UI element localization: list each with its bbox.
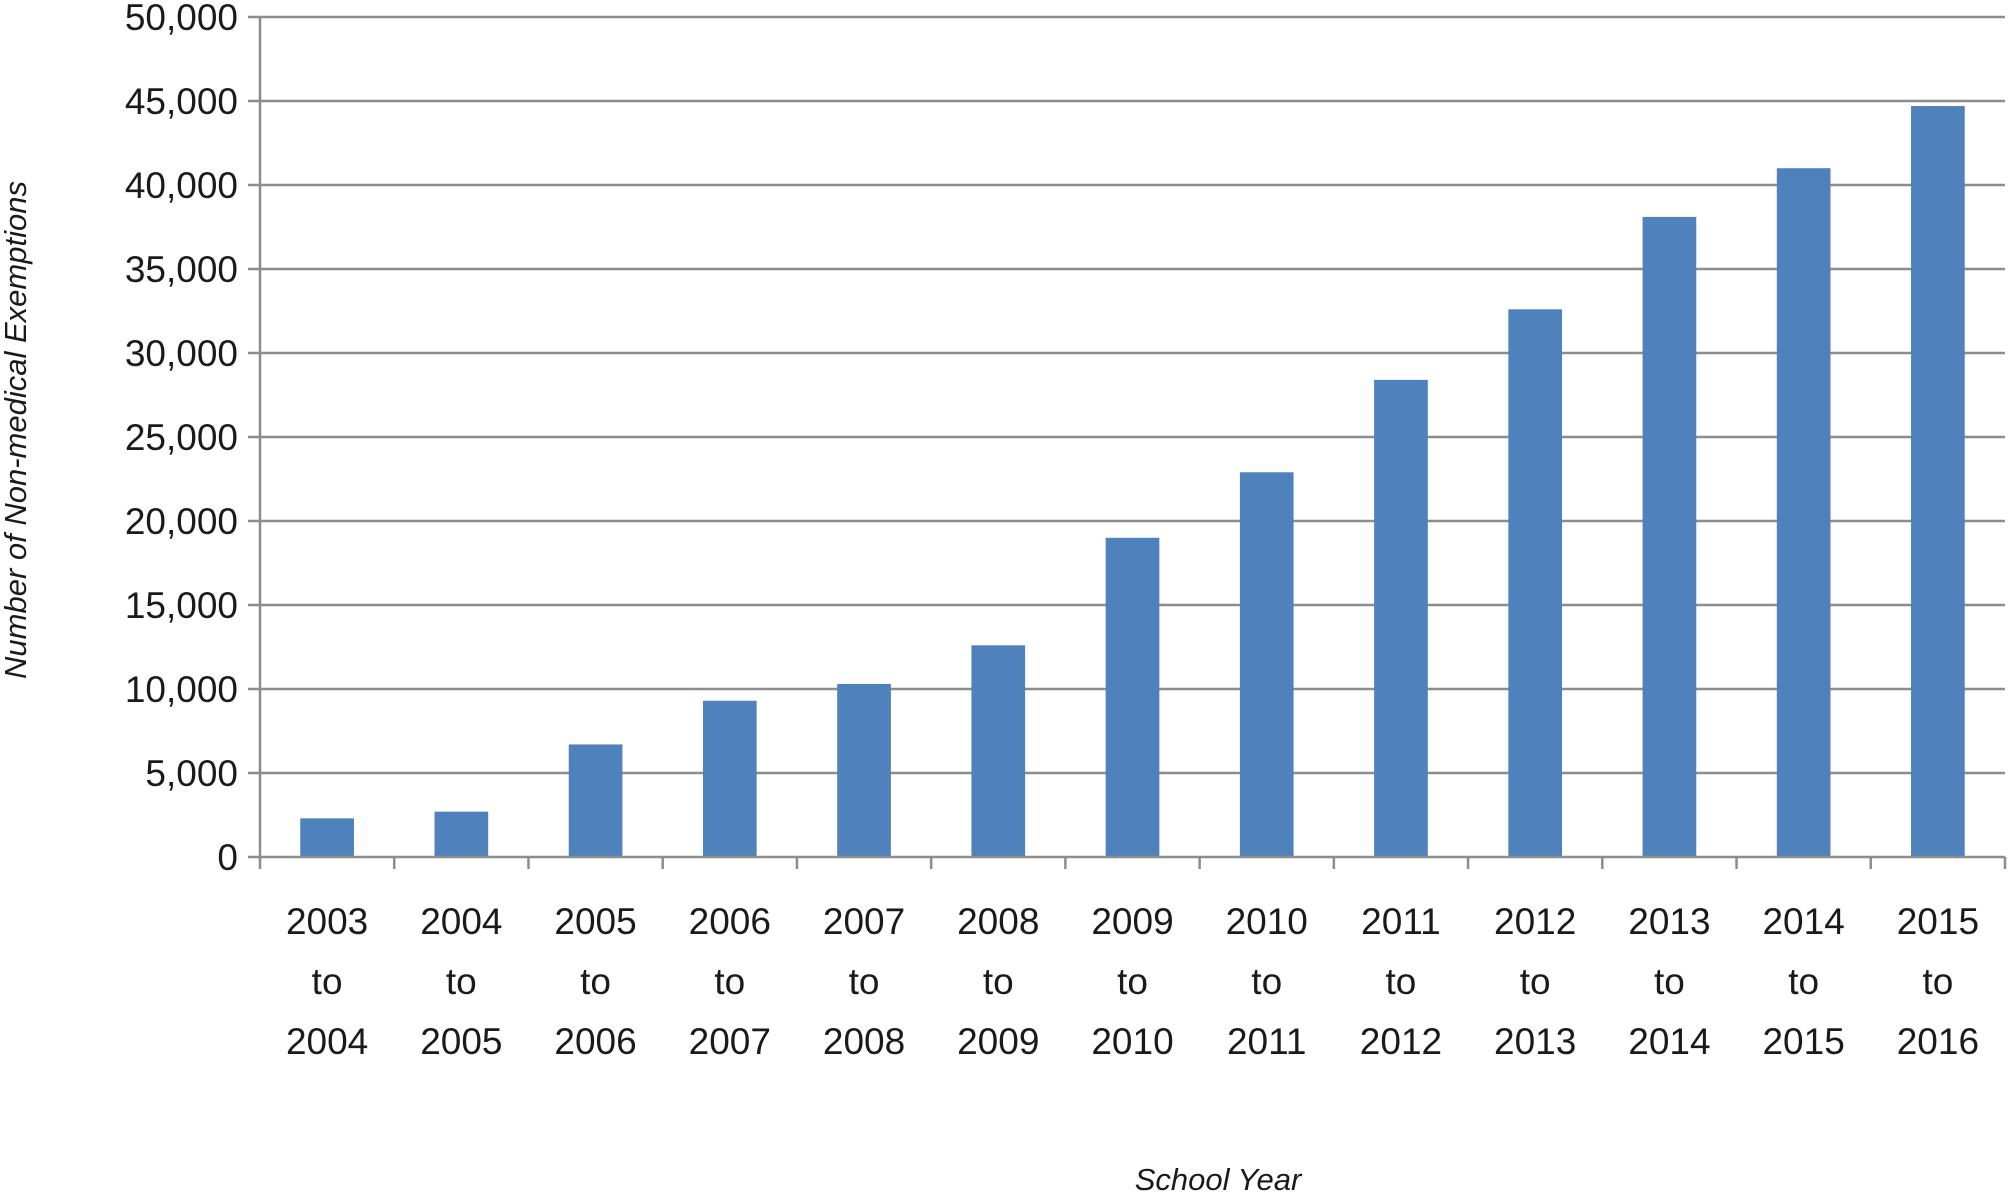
bar bbox=[1239, 472, 1294, 857]
bar bbox=[1105, 537, 1160, 857]
x-tick-label: 2009 bbox=[1091, 901, 1173, 942]
x-tick-label: 2005 bbox=[420, 1021, 502, 1062]
x-tick-label: 2007 bbox=[689, 1021, 771, 1062]
bar bbox=[837, 683, 891, 857]
bar bbox=[434, 811, 489, 857]
y-tick-label: 30,000 bbox=[125, 333, 238, 374]
x-tick-label: 2004 bbox=[420, 901, 502, 942]
axes bbox=[248, 15, 2007, 869]
x-tick-labels: 2003 to 2004 2004 to 2005 2005 to 2006 2006 to 2007… bbox=[286, 901, 1979, 1062]
x-tick-label: to bbox=[1654, 961, 1685, 1002]
y-tick-label: 50,000 bbox=[125, 0, 238, 38]
x-tick-label: to bbox=[714, 961, 745, 1002]
x-tick-label: to bbox=[1251, 961, 1282, 1002]
x-tick-label: 2015 bbox=[1897, 901, 1979, 942]
x-tick-label: 2010 bbox=[1091, 1021, 1173, 1062]
bar bbox=[1508, 309, 1563, 857]
x-tick-label: to bbox=[1386, 961, 1417, 1002]
x-tick-label: to bbox=[312, 961, 343, 1002]
bar bbox=[568, 744, 623, 857]
x-tick-label: to bbox=[849, 961, 880, 1002]
x-tick-label: 2008 bbox=[823, 1021, 905, 1062]
x-tick-label: 2015 bbox=[1762, 1021, 1844, 1062]
y-tick-label: 5,000 bbox=[145, 753, 238, 794]
y-tick-label: 15,000 bbox=[125, 585, 238, 626]
x-tick-label: 2014 bbox=[1762, 901, 1844, 942]
y-tick-labels: 0 5,000 10,000 15,000 20,000 25,000 30,000 35,0… bbox=[125, 0, 238, 878]
x-tick-label: 2006 bbox=[554, 1021, 636, 1062]
x-tick-label: 2009 bbox=[957, 1021, 1039, 1062]
y-tick-label: 25,000 bbox=[125, 417, 238, 458]
x-tick-label: 2012 bbox=[1494, 901, 1576, 942]
bar bbox=[1911, 106, 1965, 858]
bar bbox=[1776, 168, 1831, 857]
bar bbox=[1642, 216, 1697, 858]
x-tick-label: 2011 bbox=[1361, 901, 1441, 942]
y-tick-label: 0 bbox=[217, 837, 238, 878]
x-tick-label: 2007 bbox=[823, 901, 905, 942]
x-tick-label: to bbox=[1922, 961, 1953, 1002]
x-axis-label: School Year bbox=[1135, 1162, 1303, 1194]
x-tick-label: 2003 bbox=[286, 901, 368, 942]
x-tick-label: 2011 bbox=[1227, 1021, 1307, 1062]
x-tick-label: 2013 bbox=[1494, 1021, 1576, 1062]
gridlines bbox=[260, 15, 2005, 775]
x-tick-label: 2012 bbox=[1360, 1021, 1442, 1062]
x-tick-label: to bbox=[983, 961, 1014, 1002]
x-tick-label: 2010 bbox=[1226, 901, 1308, 942]
x-tick-label: 2008 bbox=[957, 901, 1039, 942]
bar bbox=[300, 818, 354, 857]
x-tick-label: 2006 bbox=[689, 901, 771, 942]
x-tick-label: 2004 bbox=[286, 1021, 368, 1062]
x-tick-label: 2014 bbox=[1628, 1021, 1710, 1062]
y-axis-label: Number of Non-medical Exemptions bbox=[0, 181, 33, 679]
y-tick-label: 45,000 bbox=[125, 81, 238, 122]
bars bbox=[300, 106, 1965, 858]
y-tick-label: 10,000 bbox=[125, 669, 238, 710]
x-tick-label: 2016 bbox=[1897, 1021, 1979, 1062]
x-tick-label: to bbox=[1788, 961, 1819, 1002]
x-tick-label: to bbox=[1117, 961, 1148, 1002]
x-tick-label: 2005 bbox=[554, 901, 636, 942]
x-tick-label: to bbox=[580, 961, 611, 1002]
x-tick-label: to bbox=[446, 961, 477, 1002]
y-tick-label: 20,000 bbox=[125, 501, 238, 542]
x-tick-label: 2013 bbox=[1628, 901, 1710, 942]
y-tick-label: 40,000 bbox=[125, 165, 238, 206]
bar bbox=[1374, 379, 1428, 857]
bar bbox=[702, 700, 757, 857]
bar bbox=[971, 645, 1026, 857]
y-tick-label: 35,000 bbox=[125, 249, 238, 290]
x-tick-label: to bbox=[1520, 961, 1551, 1002]
